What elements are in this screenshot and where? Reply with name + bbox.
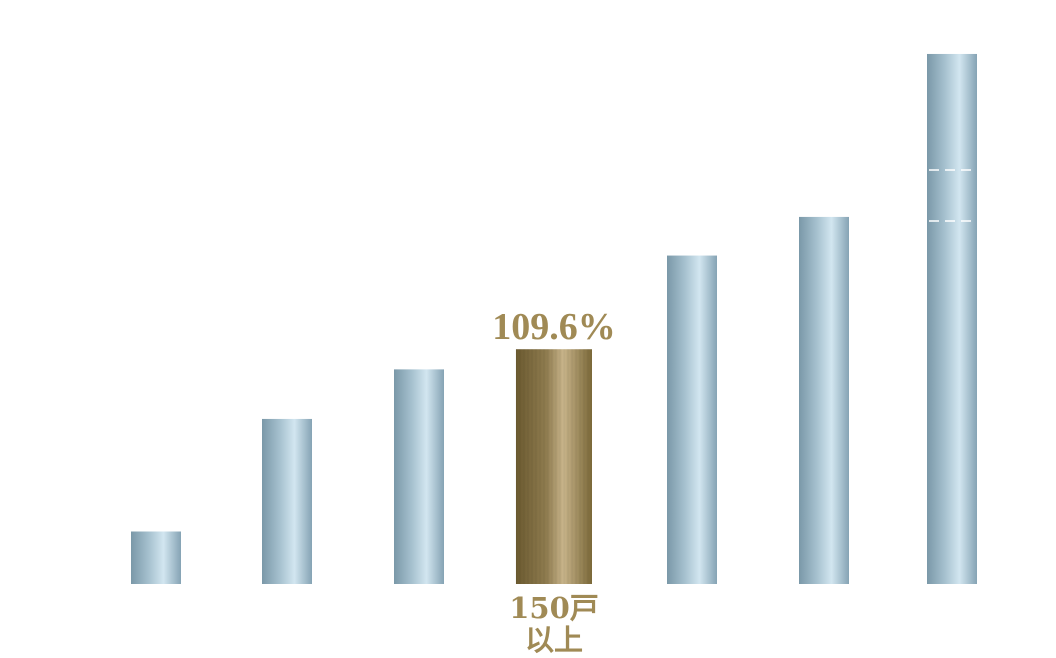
bar-2 (262, 418, 312, 584)
bar-6 (799, 216, 849, 585)
bar-group (131, 53, 977, 585)
bar-5 (667, 255, 717, 584)
label-group: 109.6% 150戸以上 (492, 306, 616, 657)
data-label-highlight: 109.6% (492, 306, 616, 348)
bar-highlight (516, 349, 592, 584)
bar-1 (131, 531, 181, 584)
bar-7 (927, 53, 977, 584)
bar-3 (394, 369, 444, 584)
category-label: 150戸以上 (509, 591, 599, 657)
